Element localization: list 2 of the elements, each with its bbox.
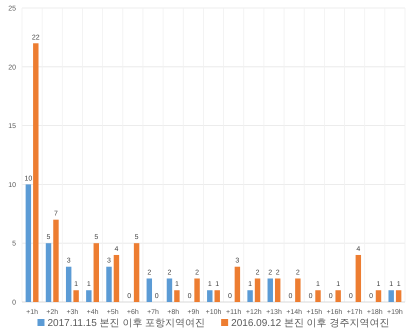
legend-label: 2017.11.15 본진 이후 포항지역여진	[47, 318, 206, 329]
legend-label: 2016.09.12 본진 이후 경주지역여진	[231, 318, 390, 329]
